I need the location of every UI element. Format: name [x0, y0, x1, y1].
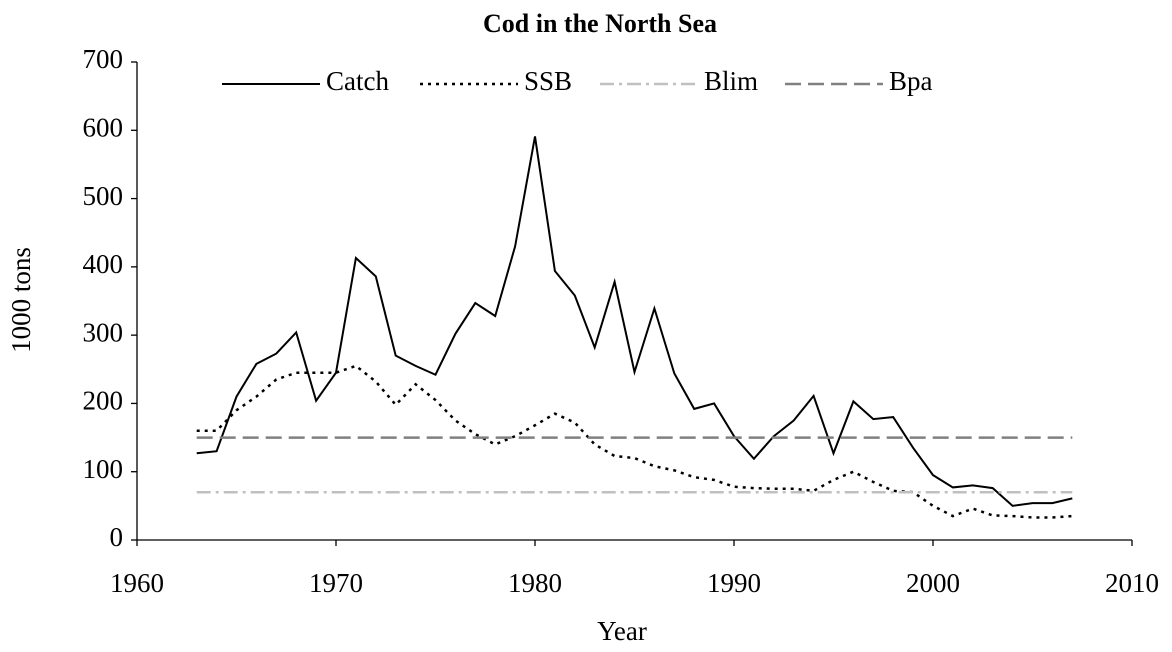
chart-title: Cod in the North Sea — [483, 9, 717, 38]
legend-label: SSB — [524, 66, 572, 96]
legend-label: Catch — [326, 66, 389, 96]
legend-label: Bpa — [889, 66, 933, 96]
y-tick-label: 300 — [83, 317, 124, 347]
legend-label: Blim — [704, 66, 758, 96]
x-tick-label: 2000 — [906, 568, 960, 598]
x-tick-label: 2010 — [1105, 568, 1159, 598]
x-tick-label: 1990 — [707, 568, 761, 598]
x-tick-label: 1960 — [110, 568, 164, 598]
y-tick-label: 700 — [83, 44, 124, 74]
y-tick-label: 200 — [83, 386, 124, 416]
x-axis-label: Year — [597, 616, 647, 646]
y-tick-label: 0 — [110, 522, 124, 552]
x-tick-label: 1980 — [508, 568, 562, 598]
series-line — [196, 136, 1073, 507]
y-tick-label: 500 — [83, 181, 124, 211]
y-axis-label: 1000 tons — [6, 247, 36, 353]
x-tick-label: 1970 — [309, 568, 363, 598]
y-tick-label: 600 — [83, 112, 124, 142]
y-tick-label: 100 — [83, 454, 124, 484]
series-line — [196, 364, 1073, 519]
y-tick-label: 400 — [83, 249, 124, 279]
